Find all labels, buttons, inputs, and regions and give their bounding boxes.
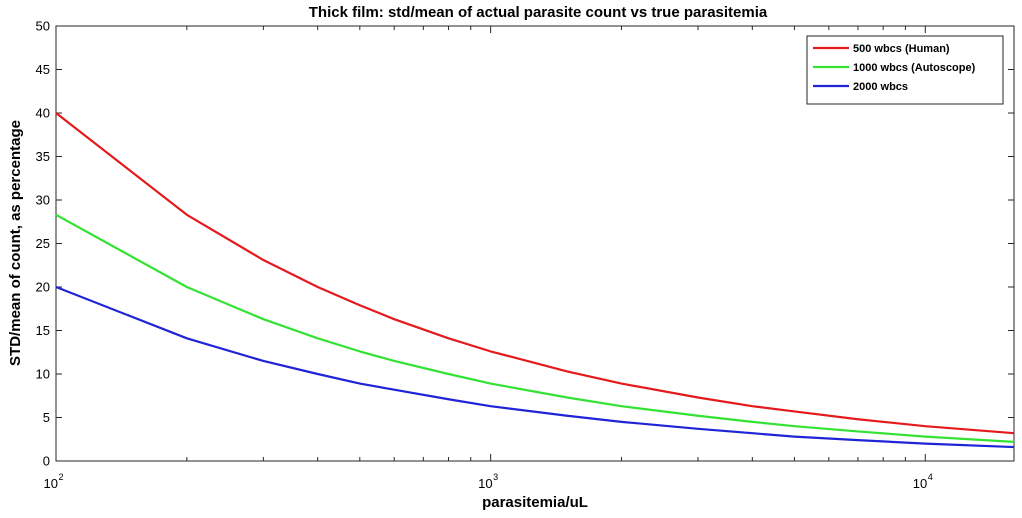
y-tick-label: 30 (36, 193, 50, 208)
y-tick-label: 20 (36, 280, 50, 295)
y-tick-label: 10 (36, 367, 50, 382)
legend: 500 wbcs (Human) 1000 wbcs (Autoscope) 200… (806, 35, 1004, 105)
series-lines (55, 112, 1015, 449)
x-tick-exponent: 4 (928, 472, 933, 482)
x-tick-exponent: 3 (493, 472, 498, 482)
y-tick-label: 45 (36, 62, 50, 77)
y-axis: 0 5 10 15 20 25 30 35 40 45 50 (36, 19, 1014, 469)
x-axis-label: parasitemia/uL (482, 494, 588, 511)
y-tick-label: 35 (36, 149, 50, 164)
series-line-1 (55, 112, 1015, 435)
x-tick-label: 10 (44, 476, 58, 491)
legend-label-3: 2000 wbcs (853, 81, 908, 93)
y-tick-label: 25 (36, 236, 50, 251)
legend-label-1: 500 wbcs (Human) (853, 43, 950, 55)
y-axis-label: STD/mean of count, as percentage (7, 120, 24, 366)
legend-label-2: 1000 wbcs (Autoscope) (853, 62, 976, 74)
y-tick-label: 0 (43, 454, 50, 469)
y-tick-label: 40 (36, 106, 50, 121)
series-line-3 (55, 285, 1015, 449)
x-tick-label: 10 (913, 476, 927, 491)
chart-title: Thick film: std/mean of actual parasite … (309, 4, 768, 21)
y-tick-label: 50 (36, 19, 50, 34)
series-line-2 (55, 213, 1015, 443)
x-tick-label: 10 (478, 476, 492, 491)
y-tick-label: 5 (43, 410, 50, 425)
x-tick-exponent: 2 (59, 472, 64, 482)
x-axis: 10 2 10 3 10 4 (44, 26, 933, 491)
y-tick-label: 15 (36, 323, 50, 338)
